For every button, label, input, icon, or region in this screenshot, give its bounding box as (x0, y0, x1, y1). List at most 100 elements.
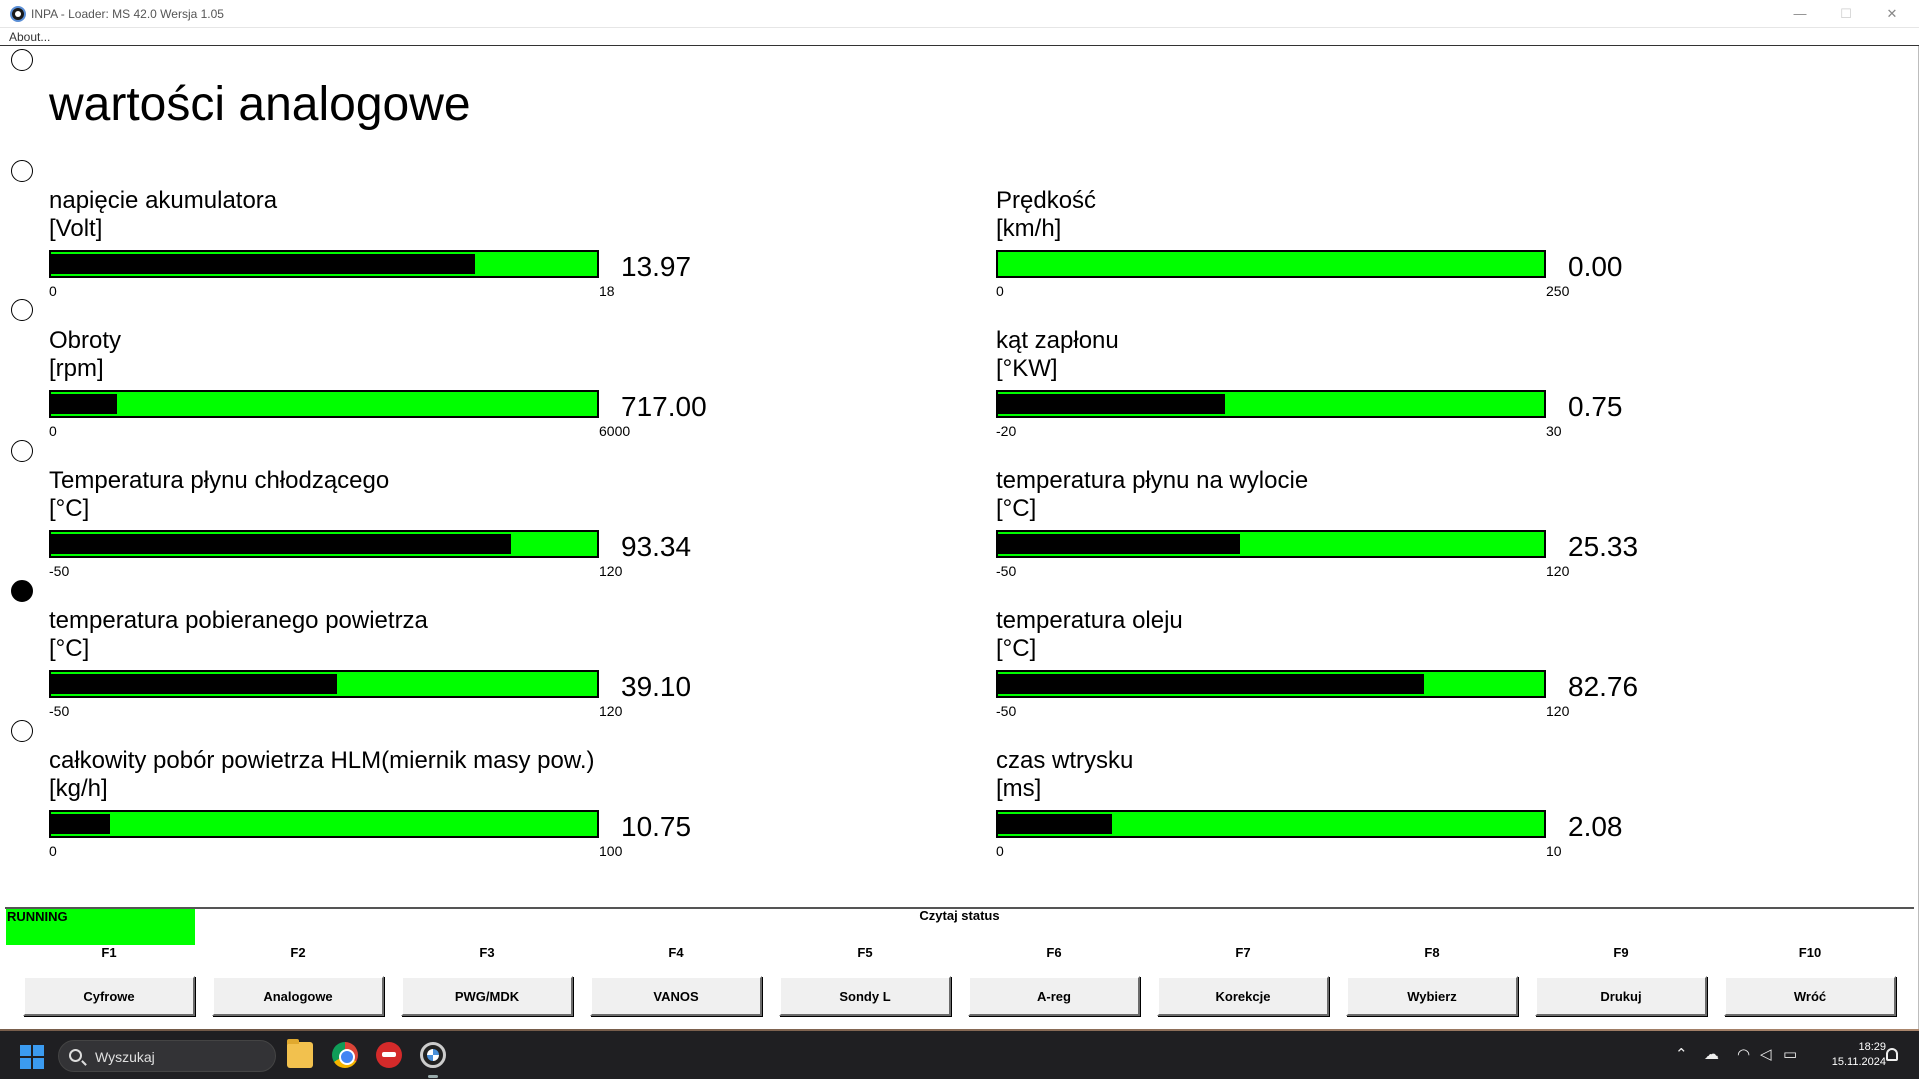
taskbar: Wyszukaj ⌃ ☁ ◠ ◁ ▭ 18:29 15.11.2024 (0, 1031, 1919, 1079)
gauge-bar (996, 390, 1546, 418)
f4-button[interactable]: VANOS (590, 976, 762, 1016)
gauge-label: Temperatura płynu chłodzącego (49, 467, 390, 494)
gauge-value: 25.33 (1568, 531, 1639, 562)
radio-option-3[interactable] (11, 299, 33, 321)
gauge-label: Prędkość (996, 187, 1097, 214)
taskbar-search[interactable]: Wyszukaj (58, 1040, 276, 1072)
gauge-value: 2.08 (1568, 811, 1623, 842)
gauge-bar-fill (51, 534, 511, 554)
gauge-min: 0 (996, 843, 1004, 859)
bmw-inpa-icon[interactable] (420, 1042, 446, 1068)
radio-option-4[interactable] (11, 440, 33, 462)
gauge-max: 6000 (599, 423, 631, 439)
gauge-min: -50 (49, 703, 70, 719)
title-bar[interactable]: INPA - Loader: MS 42.0 Wersja 1.05 — ☐ ✕ (0, 0, 1919, 28)
radio-option-5[interactable] (11, 580, 33, 602)
f6-button[interactable]: A-reg (968, 976, 1140, 1016)
fkey-label-f5: F5 (857, 945, 873, 960)
gauge-label: kąt zapłonu (996, 327, 1119, 354)
f1-button[interactable]: Cyfrowe (23, 976, 195, 1016)
gauge-label: Obroty (49, 327, 122, 354)
fkey-label-f4: F4 (668, 945, 684, 960)
gauge-2: Prędkość [km/h] 0.00 0 250 (996, 187, 1696, 327)
onedrive-cloud-icon[interactable]: ☁ (1704, 1046, 1719, 1063)
f5-button[interactable]: Sondy L (779, 976, 951, 1016)
gauge-bar (49, 810, 599, 838)
gauge-bar-fill (998, 674, 1424, 694)
gauge-6: temperatura płynu na wylocie [°C] 25.33 -50… (996, 467, 1696, 607)
gauge-bar (996, 530, 1546, 558)
gauge-value: 717.00 (621, 391, 707, 422)
radio-option-1[interactable] (11, 49, 33, 71)
f9-button[interactable]: Drukuj (1535, 976, 1707, 1016)
gauge-unit: [°C] (49, 635, 90, 662)
bmw-app-icon (10, 6, 26, 22)
search-placeholder: Wyszukaj (95, 1049, 155, 1065)
gauge-unit: [°C] (996, 495, 1037, 522)
gauge-bar-fill (998, 814, 1112, 834)
gauge-max: 120 (1546, 563, 1570, 579)
f3-button[interactable]: PWG/MDK (401, 976, 573, 1016)
f2-button[interactable]: Analogowe (212, 976, 384, 1016)
clock-time: 18:29 (1858, 1041, 1886, 1053)
gauge-value: 0.75 (1568, 391, 1623, 422)
f7-button[interactable]: Korekcje (1157, 976, 1329, 1016)
gauge-unit: [Volt] (49, 215, 103, 242)
gauge-5: Temperatura płynu chłodzącego [°C] 93.34 -5… (49, 467, 749, 607)
gauge-unit: [°C] (996, 635, 1037, 662)
gauge-bar (49, 530, 599, 558)
running-indicator: RUNNING (6, 909, 195, 945)
gauge-min: 0 (49, 843, 57, 859)
menu-item-about[interactable]: About... (9, 30, 51, 44)
wifi-icon[interactable]: ◠ (1737, 1046, 1751, 1063)
gauge-bar (49, 390, 599, 418)
system-clock[interactable]: 18:29 15.11.2024 (1816, 1040, 1886, 1070)
gauge-max: 120 (599, 563, 623, 579)
fkey-label-f8: F8 (1424, 945, 1440, 960)
fkey-label-f6: F6 (1046, 945, 1062, 960)
gauge-value: 10.75 (621, 811, 692, 842)
maximize-button[interactable]: ☐ (1840, 6, 1852, 21)
gauge-bar-fill (51, 254, 475, 274)
gauge-unit: [°C] (49, 495, 90, 522)
chrome-icon[interactable] (332, 1042, 358, 1068)
f8-button[interactable]: Wybierz (1346, 976, 1518, 1016)
gauge-9: całkowity pobór powietrza HLM(miernik ma… (49, 747, 749, 887)
gauge-min: 0 (996, 283, 1004, 299)
gauge-label: temperatura płynu na wylocie (996, 467, 1309, 494)
gauge-bar (996, 810, 1546, 838)
gauge-label: temperatura oleju (996, 607, 1183, 634)
fkey-label-f10: F10 (1798, 945, 1822, 960)
gauge-bar (996, 250, 1546, 278)
gauge-value: 39.10 (621, 671, 692, 702)
file-explorer-icon[interactable] (287, 1039, 313, 1068)
gauge-3: Obroty [rpm] 717.00 0 6000 (49, 327, 749, 467)
active-app-indicator (428, 1075, 438, 1078)
gauge-label: napięcie akumulatora (49, 187, 278, 214)
start-button[interactable] (20, 1045, 44, 1069)
gauge-unit: [km/h] (996, 215, 1062, 242)
status-divider (5, 907, 1914, 909)
volume-icon[interactable]: ◁ (1760, 1046, 1772, 1063)
radio-option-2[interactable] (11, 160, 33, 182)
gauge-max: 30 (1546, 423, 1562, 439)
tray-chevron-icon[interactable]: ⌃ (1675, 1046, 1688, 1063)
notification-bell-icon[interactable] (1886, 1048, 1898, 1061)
close-button[interactable]: ✕ (1886, 6, 1898, 21)
f10-button[interactable]: Wróć (1724, 976, 1896, 1016)
gauge-unit: [rpm] (49, 355, 104, 382)
gauge-min: -50 (996, 703, 1017, 719)
fkey-label-f2: F2 (290, 945, 306, 960)
gauge-bar (996, 670, 1546, 698)
gauge-unit: [ms] (996, 775, 1042, 802)
gauge-max: 10 (1546, 843, 1562, 859)
battery-icon[interactable]: ▭ (1783, 1046, 1798, 1063)
red-app-icon[interactable] (376, 1042, 402, 1068)
fkey-label-f7: F7 (1235, 945, 1251, 960)
inpa-window: INPA - Loader: MS 42.0 Wersja 1.05 — ☐ ✕… (0, 0, 1919, 1029)
radio-option-6[interactable] (11, 720, 33, 742)
gauge-10: czas wtrysku [ms] 2.08 0 10 (996, 747, 1696, 887)
clock-date: 15.11.2024 (1831, 1056, 1886, 1068)
gauge-min: 0 (49, 283, 57, 299)
minimize-button[interactable]: — (1793, 6, 1807, 21)
